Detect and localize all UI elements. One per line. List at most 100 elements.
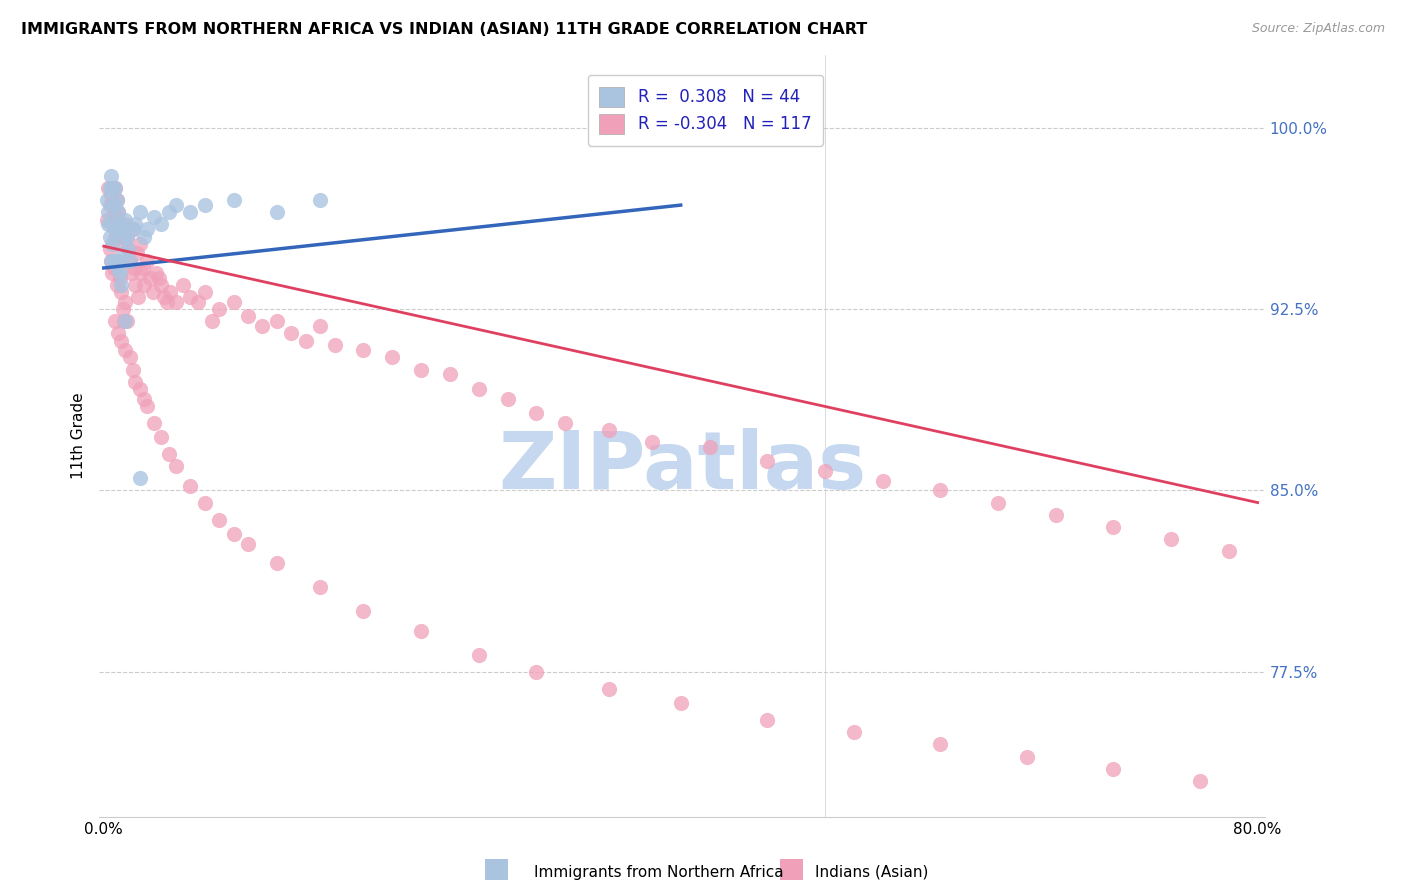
Point xyxy=(112,314,135,328)
Point xyxy=(150,430,173,444)
Point xyxy=(103,253,125,268)
Point xyxy=(1160,532,1182,546)
Point xyxy=(842,725,865,739)
Point xyxy=(112,246,135,260)
Point xyxy=(309,580,332,594)
Point xyxy=(150,277,173,292)
Point xyxy=(872,474,894,488)
Point xyxy=(115,229,138,244)
Point xyxy=(756,454,779,468)
Point xyxy=(97,181,120,195)
Point xyxy=(186,294,208,309)
Point xyxy=(127,290,149,304)
Point xyxy=(104,181,127,195)
Point xyxy=(125,246,148,260)
Point xyxy=(208,512,231,526)
Point xyxy=(107,253,129,268)
Point xyxy=(117,242,139,256)
Point xyxy=(114,294,136,309)
Point xyxy=(236,537,259,551)
Point xyxy=(150,218,173,232)
Point xyxy=(409,362,432,376)
Point xyxy=(222,294,245,309)
Point xyxy=(554,416,576,430)
Point xyxy=(104,229,127,244)
Point xyxy=(121,222,143,236)
Point xyxy=(1102,520,1125,534)
Point xyxy=(157,205,180,219)
Point xyxy=(156,294,179,309)
Point xyxy=(280,326,302,341)
Point xyxy=(131,260,153,275)
Point xyxy=(118,253,141,268)
Point xyxy=(165,294,187,309)
Point xyxy=(98,229,121,244)
Point xyxy=(98,181,121,195)
Point xyxy=(100,253,122,268)
Point xyxy=(96,212,118,227)
Point xyxy=(115,314,138,328)
Point xyxy=(105,277,128,292)
Point xyxy=(136,399,159,413)
Point xyxy=(96,194,118,208)
Text: Immigrants from Northern Africa: Immigrants from Northern Africa xyxy=(534,865,785,880)
Point xyxy=(100,218,122,232)
Point xyxy=(699,440,721,454)
Point xyxy=(108,218,131,232)
Point xyxy=(252,318,274,333)
Point xyxy=(165,459,187,474)
Point xyxy=(114,343,136,358)
Point xyxy=(101,198,124,212)
Point xyxy=(129,266,152,280)
Point xyxy=(103,198,125,212)
Point xyxy=(110,222,132,236)
Legend: R =  0.308   N = 44, R = -0.304   N = 117: R = 0.308 N = 44, R = -0.304 N = 117 xyxy=(588,75,823,145)
Point xyxy=(145,266,167,280)
Point xyxy=(468,648,491,662)
Point xyxy=(134,277,156,292)
Point xyxy=(122,260,145,275)
Point xyxy=(107,205,129,219)
Point xyxy=(111,229,134,244)
Point xyxy=(266,314,288,328)
Point xyxy=(108,270,131,285)
Point xyxy=(148,270,170,285)
Point xyxy=(179,478,201,492)
Point xyxy=(101,266,124,280)
Point xyxy=(266,556,288,570)
Point xyxy=(157,447,180,461)
Y-axis label: 11th Grade: 11th Grade xyxy=(72,392,86,479)
Point xyxy=(134,392,156,406)
Point xyxy=(101,181,124,195)
Point xyxy=(1045,508,1067,522)
Point xyxy=(598,423,620,437)
Point xyxy=(165,198,187,212)
Point xyxy=(208,302,231,317)
Point xyxy=(143,416,166,430)
Point xyxy=(756,713,779,727)
Point xyxy=(139,270,162,285)
Point xyxy=(124,375,146,389)
Point xyxy=(128,382,150,396)
Point xyxy=(496,392,519,406)
Point xyxy=(526,665,548,679)
Point xyxy=(222,194,245,208)
Point xyxy=(107,205,129,219)
Point xyxy=(128,236,150,251)
Point xyxy=(111,229,134,244)
Point xyxy=(179,290,201,304)
Text: ZIPatlas: ZIPatlas xyxy=(498,427,866,506)
Point xyxy=(294,334,316,348)
Point xyxy=(114,314,136,328)
Point xyxy=(100,169,122,183)
Point xyxy=(104,181,127,195)
Point xyxy=(352,343,374,358)
Point xyxy=(128,205,150,219)
Point xyxy=(121,362,143,376)
Point xyxy=(110,334,132,348)
Point xyxy=(103,260,125,275)
Point xyxy=(814,464,837,478)
Point xyxy=(598,681,620,696)
Point xyxy=(194,495,217,509)
Point xyxy=(98,198,121,212)
